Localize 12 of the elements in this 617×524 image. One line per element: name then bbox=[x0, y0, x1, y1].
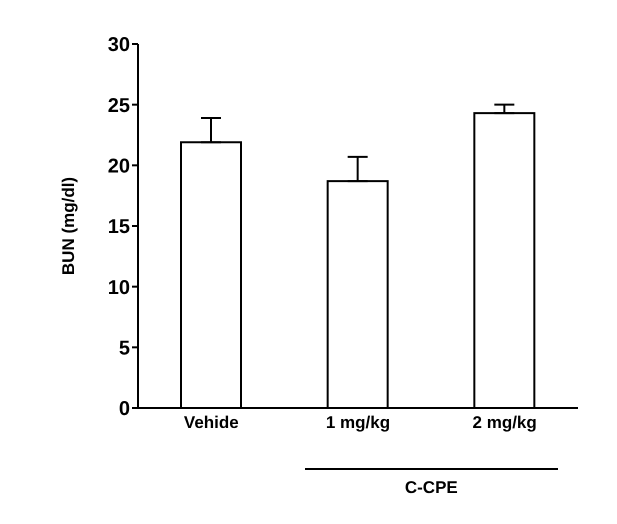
y-axis-title: BUN (mg/dl) bbox=[59, 176, 78, 276]
y-tick-label: 15 bbox=[108, 216, 130, 238]
x-tick-label: 2 mg/kg bbox=[472, 413, 537, 432]
y-tick-label: 5 bbox=[118, 337, 130, 360]
x-tick-label: 1 mg/kg bbox=[326, 413, 390, 432]
x-tick-label: Vehide bbox=[184, 413, 239, 432]
y-tick-label: 0 bbox=[118, 398, 130, 420]
text: C-CPE bbox=[404, 478, 459, 498]
y-tick-label: 30 bbox=[108, 34, 130, 56]
y-tick-label: 10 bbox=[108, 276, 130, 299]
y-tick-label: 25 bbox=[108, 94, 130, 117]
y-tick-label: 20 bbox=[108, 155, 130, 178]
